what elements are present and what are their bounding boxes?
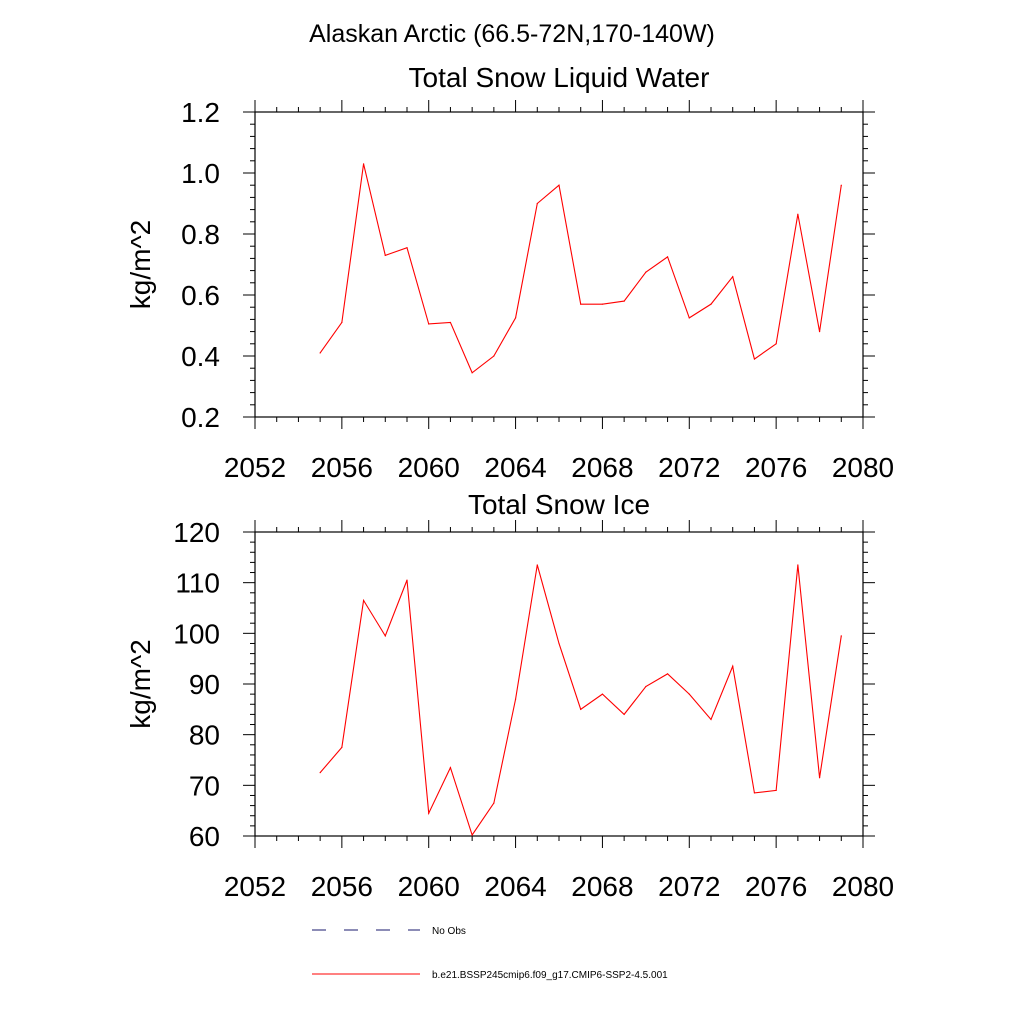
- y-tick-label: 0.2: [181, 402, 220, 433]
- data-point: [362, 599, 365, 602]
- data-point: [775, 343, 777, 345]
- data-point: [840, 635, 842, 637]
- y-tick-label: 0.4: [181, 341, 220, 372]
- data-point: [493, 355, 495, 357]
- data-point: [471, 834, 473, 836]
- plot-frame: [254, 111, 864, 418]
- legend: No Obs b.e21.BSSP245cmip6.f09_g17.CMIP6-S…: [312, 926, 668, 981]
- figure-title: Alaskan Arctic (66.5-72N,170-140W): [309, 20, 715, 48]
- x-tick-label: 2060: [398, 452, 460, 483]
- data-point: [688, 693, 690, 695]
- data-point: [688, 317, 690, 319]
- data-point: [623, 300, 625, 302]
- data-point: [710, 718, 712, 721]
- y-tick-label: 110: [175, 568, 220, 599]
- legend-label: b.e21.BSSP245cmip6.f09_g17.CMIP6-SSP2-4.…: [432, 970, 668, 981]
- data-point: [319, 352, 321, 354]
- series-line: [319, 163, 842, 374]
- data-point: [580, 708, 582, 710]
- chart-panel-2: Total Snow Ice 2052 2056 2060 2064 2068 2072 20…: [125, 489, 894, 902]
- y-axis-label: kg/m^2: [125, 639, 156, 728]
- data-point: [428, 323, 430, 325]
- y-tick-label: 0.8: [181, 219, 220, 250]
- data-point: [732, 276, 734, 278]
- data-point: [514, 698, 517, 700]
- x-tick-label: 2076: [745, 452, 807, 483]
- data-point: [601, 303, 604, 305]
- data-point: [710, 303, 712, 305]
- series-line: [319, 564, 842, 837]
- data-point: [753, 358, 756, 360]
- data-point: [666, 673, 669, 675]
- data-point: [818, 331, 821, 333]
- data-point: [775, 789, 777, 792]
- data-point: [818, 777, 821, 779]
- chart-title: Total Snow Ice: [468, 489, 650, 520]
- data-point: [406, 247, 408, 249]
- data-point: [797, 213, 799, 215]
- x-tick-label: 2072: [658, 871, 720, 902]
- data-point: [645, 271, 647, 273]
- y-tick-label: 90: [189, 669, 220, 700]
- x-tick-label: 2080: [832, 871, 894, 902]
- x-tick-label: 2052: [224, 871, 286, 902]
- data-point: [341, 321, 343, 324]
- x-tick-label: 2052: [224, 452, 286, 483]
- x-tick-label: 2056: [311, 871, 373, 902]
- data-point: [840, 184, 842, 186]
- data-point: [449, 321, 452, 324]
- data-point: [558, 642, 560, 645]
- x-tick-label: 2080: [832, 452, 894, 483]
- data-point: [558, 184, 560, 186]
- data-point: [471, 372, 473, 374]
- x-tick-label: 2072: [658, 452, 720, 483]
- data-point: [362, 163, 365, 165]
- x-tick-label: 2064: [484, 871, 546, 902]
- data-point: [341, 746, 343, 748]
- data-point: [623, 713, 625, 716]
- x-tick-label: 2068: [571, 452, 633, 483]
- data-point: [536, 564, 538, 566]
- data-point: [384, 635, 386, 637]
- x-tick-label: 2076: [745, 871, 807, 902]
- y-tick-label: 120: [173, 517, 220, 548]
- chart-panel-1: Total Snow Liquid Water 2052 2056 2060 2064 2…: [125, 62, 894, 483]
- data-point: [449, 767, 452, 769]
- x-tick-label: 2068: [571, 871, 633, 902]
- data-point: [319, 772, 321, 774]
- legend-label: No Obs: [432, 926, 466, 937]
- data-point: [406, 579, 408, 581]
- data-point: [666, 256, 669, 258]
- y-tick-label: 1.0: [181, 158, 220, 189]
- y-tick-label: 60: [189, 821, 220, 852]
- data-point: [797, 564, 799, 566]
- data-point: [753, 792, 756, 794]
- data-point: [493, 802, 495, 804]
- data-point: [428, 812, 430, 814]
- data-point: [536, 202, 538, 205]
- data-point: [732, 665, 734, 667]
- x-tick-label: 2064: [484, 452, 546, 483]
- data-point: [580, 303, 582, 305]
- x-tick-label: 2056: [311, 452, 373, 483]
- y-axis-label: kg/m^2: [125, 220, 156, 309]
- chart-title: Total Snow Liquid Water: [409, 62, 710, 93]
- y-tick-label: 1.2: [181, 97, 220, 128]
- data-point: [645, 685, 647, 688]
- y-tick-label: 80: [189, 720, 220, 751]
- data-point: [384, 254, 386, 256]
- data-point: [514, 317, 517, 319]
- y-tick-label: 0.6: [181, 280, 220, 311]
- y-tick-label: 70: [189, 770, 220, 801]
- y-tick-label: 100: [173, 618, 220, 649]
- data-point: [601, 693, 604, 695]
- x-tick-label: 2060: [398, 871, 460, 902]
